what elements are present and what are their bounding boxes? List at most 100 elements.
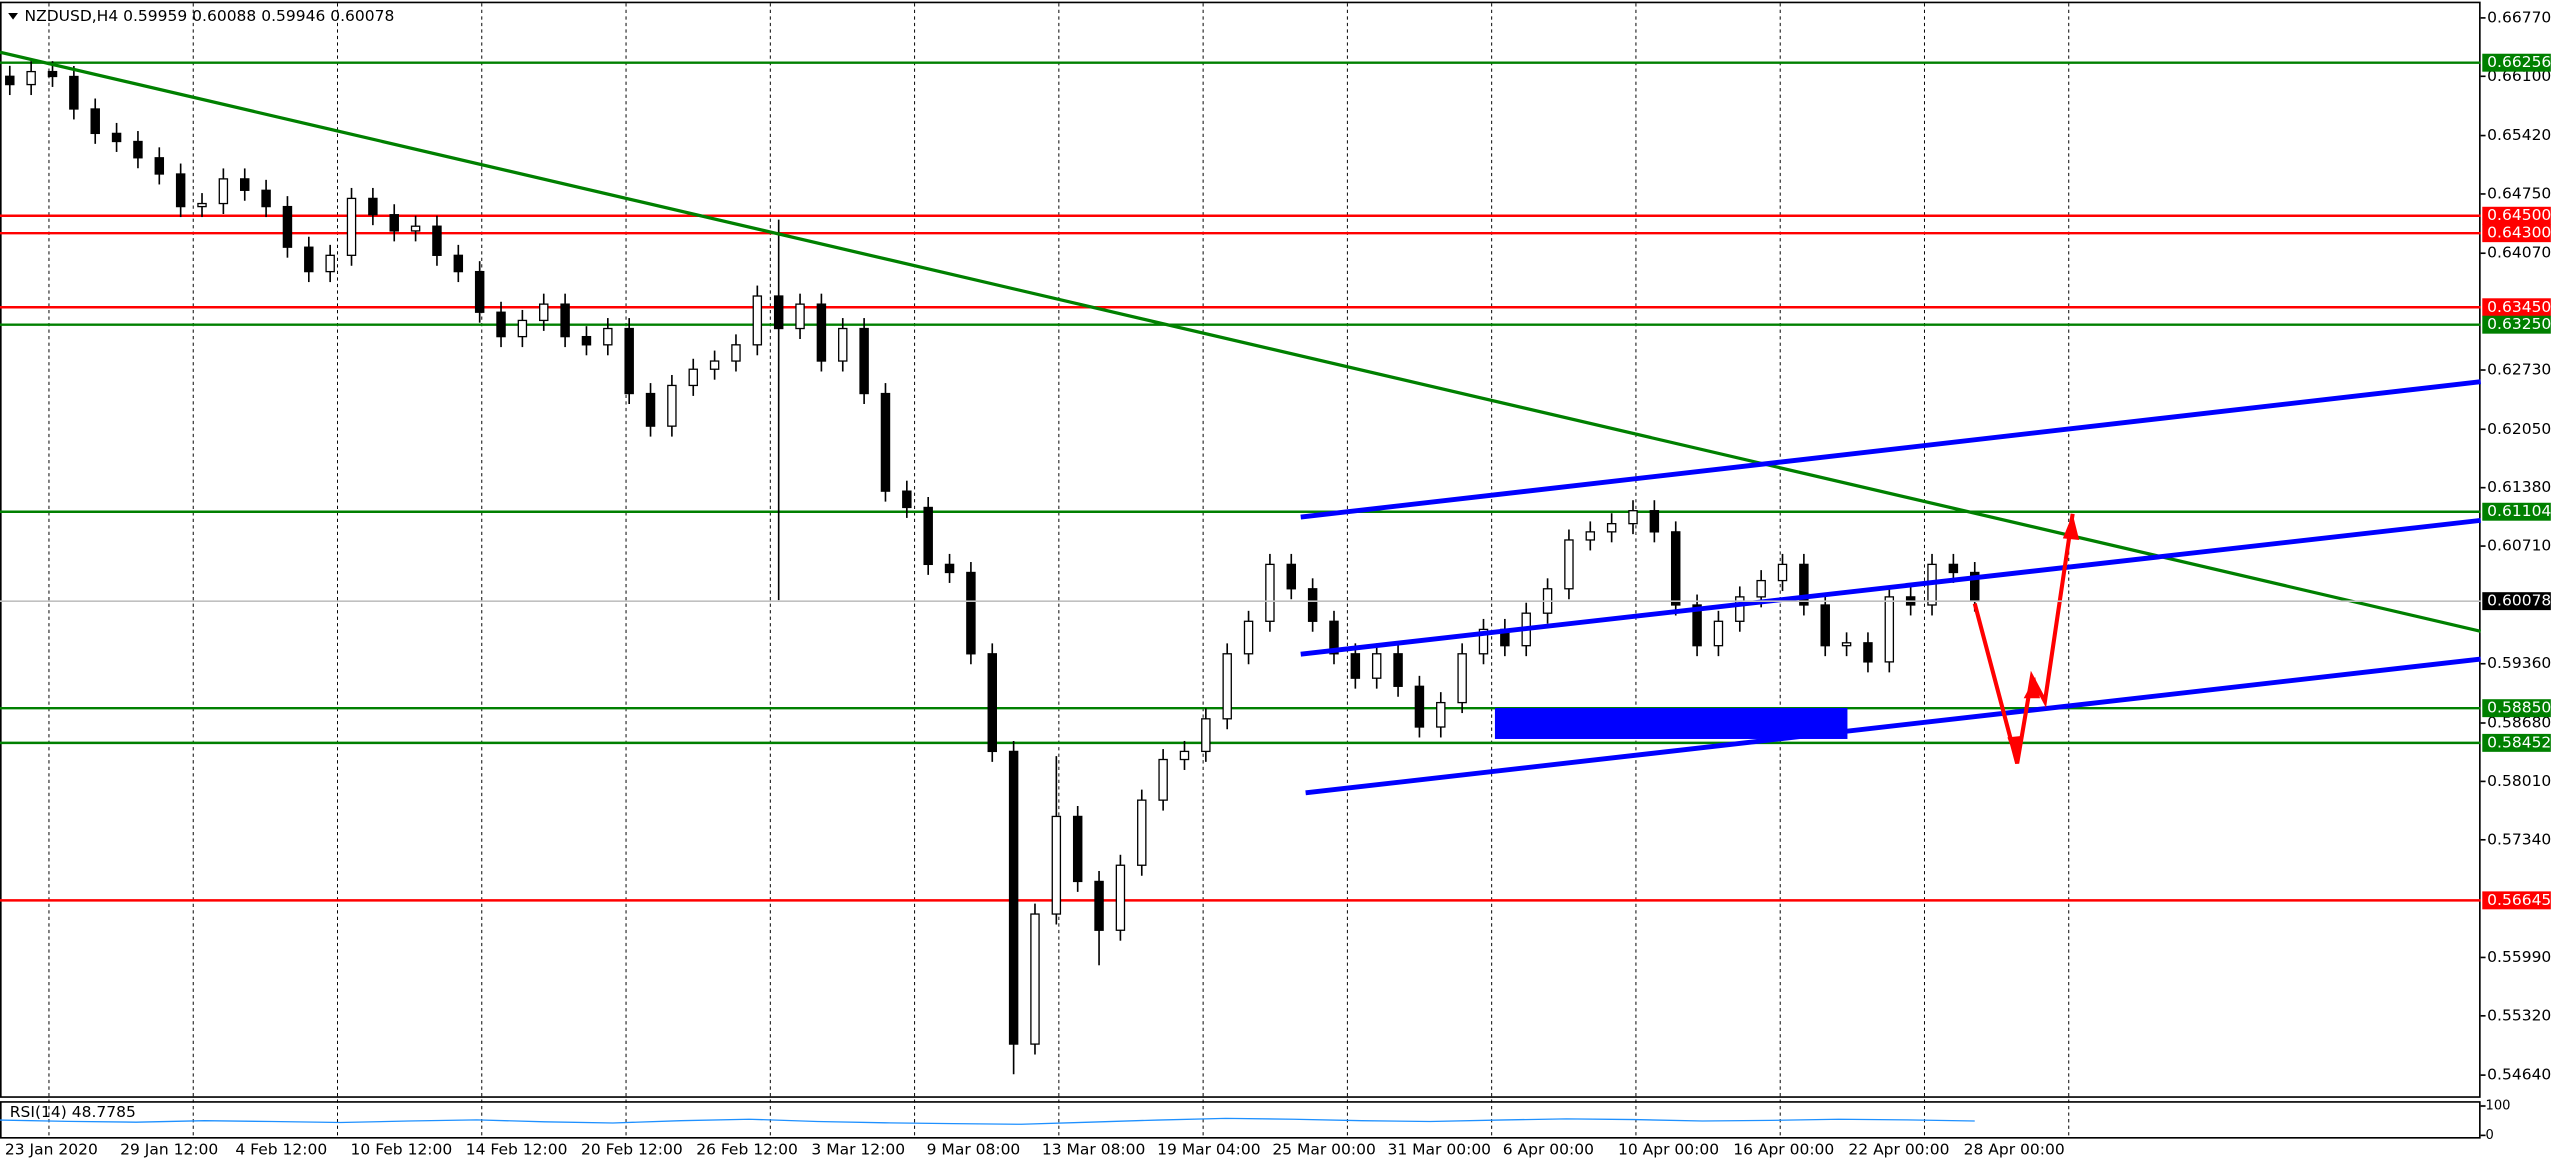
candle-body bbox=[966, 571, 976, 655]
level-label: 0.60078 bbox=[2487, 592, 2551, 610]
candle-body bbox=[795, 303, 805, 330]
candle-body bbox=[1863, 642, 1873, 663]
candle-body bbox=[838, 327, 848, 362]
candle-body bbox=[880, 392, 891, 492]
candle-body bbox=[154, 157, 165, 175]
candle-body bbox=[1777, 563, 1788, 582]
candle-body bbox=[453, 254, 464, 273]
candle-body bbox=[1222, 653, 1232, 720]
x-tick-label: 4 Feb 12:00 bbox=[235, 1141, 327, 1159]
candle-body bbox=[197, 202, 207, 208]
candle-body bbox=[944, 563, 955, 574]
x-tick-label: 9 Mar 08:00 bbox=[927, 1141, 1021, 1159]
candle-body bbox=[69, 75, 79, 110]
x-tick-label: 29 Jan 12:00 bbox=[120, 1141, 218, 1159]
candle-body bbox=[26, 70, 36, 86]
x-tick-label: 31 Mar 00:00 bbox=[1388, 1141, 1492, 1159]
candle-body bbox=[1201, 718, 1211, 753]
candle-body bbox=[752, 295, 763, 346]
candle-body bbox=[1756, 579, 1766, 598]
x-tick-label: 10 Feb 12:00 bbox=[351, 1141, 453, 1159]
y-tick-label: 0.61380 bbox=[2487, 478, 2551, 496]
candle-body bbox=[1478, 628, 1489, 655]
candle-body bbox=[816, 303, 827, 362]
candle-body bbox=[560, 303, 570, 338]
level-label-box bbox=[2482, 733, 2551, 752]
main-frame bbox=[0, 1, 2481, 1098]
x-tick-label: 10 Apr 00:00 bbox=[1618, 1141, 1719, 1159]
level-label: 0.66256 bbox=[2487, 53, 2551, 71]
forecast-arrow bbox=[1972, 513, 2075, 764]
candle-body bbox=[1692, 604, 1702, 647]
candle-body bbox=[517, 319, 528, 338]
candle-body bbox=[368, 197, 378, 216]
candle-body bbox=[282, 205, 293, 248]
candle-body bbox=[1585, 531, 1596, 541]
candle-body bbox=[581, 335, 592, 346]
candle-body bbox=[1350, 653, 1361, 679]
candle-body bbox=[261, 189, 271, 208]
level-label: 0.64500 bbox=[2487, 206, 2551, 224]
x-tick-label: 23 Jan 2020 bbox=[5, 1141, 98, 1159]
candle-body bbox=[1158, 758, 1168, 801]
x-tick-label: 14 Feb 12:00 bbox=[466, 1141, 568, 1159]
level-label-box bbox=[2482, 206, 2551, 225]
candle-body bbox=[474, 270, 485, 313]
candle-body bbox=[239, 178, 250, 191]
level-label-box bbox=[2482, 298, 2551, 317]
y-tick-label: 0.62050 bbox=[2487, 420, 2551, 438]
candle-body bbox=[133, 140, 143, 159]
candle-body bbox=[1948, 563, 1959, 574]
y-tick-label: 0.60710 bbox=[2487, 537, 2551, 555]
candle-body bbox=[1606, 523, 1617, 533]
candle-body bbox=[1371, 653, 1382, 679]
x-tick-label: 22 Apr 00:00 bbox=[1848, 1141, 1949, 1159]
rsi-tick-label: 0 bbox=[2486, 1128, 2494, 1143]
candle-body bbox=[1329, 620, 1339, 655]
candle-body bbox=[1030, 913, 1040, 1045]
candle-body bbox=[346, 197, 357, 256]
candle-body bbox=[1628, 510, 1638, 525]
channel-upper bbox=[1300, 379, 2481, 520]
level-label-box bbox=[2482, 502, 2551, 521]
y-tick-label: 0.57340 bbox=[2487, 830, 2551, 848]
x-tick-label: 25 Mar 00:00 bbox=[1272, 1141, 1376, 1159]
candle-body bbox=[859, 327, 869, 395]
level-label-box bbox=[2482, 891, 2551, 910]
candle-body bbox=[603, 327, 613, 346]
candle-body bbox=[1436, 701, 1446, 728]
candle-body bbox=[432, 225, 442, 256]
x-tick-label: 16 Apr 00:00 bbox=[1733, 1141, 1834, 1159]
y-tick-label: 0.54640 bbox=[2487, 1066, 2551, 1084]
candle-body bbox=[1457, 653, 1467, 704]
y-tick-label: 0.55320 bbox=[2487, 1006, 2551, 1024]
candle-body bbox=[496, 311, 506, 338]
y-tick-label: 0.58680 bbox=[2487, 713, 2551, 731]
level-label: 0.63450 bbox=[2487, 298, 2551, 316]
candle-body bbox=[1286, 563, 1297, 590]
candle-body bbox=[1094, 880, 1104, 931]
candle-body bbox=[1414, 685, 1425, 728]
x-tick-label: 3 Mar 12:00 bbox=[811, 1141, 905, 1159]
candle-body bbox=[1841, 642, 1852, 647]
candle-body bbox=[47, 70, 58, 78]
x-tick-label: 26 Feb 12:00 bbox=[696, 1141, 798, 1159]
candle-body bbox=[923, 506, 933, 566]
candle-body bbox=[539, 303, 549, 322]
candle-body bbox=[1008, 750, 1019, 1045]
level-label-box bbox=[2482, 592, 2551, 611]
level-label-box bbox=[2482, 224, 2551, 243]
candle-body bbox=[1799, 563, 1809, 606]
arrow-head bbox=[2062, 513, 2080, 540]
y-tick-label: 0.65420 bbox=[2487, 126, 2551, 144]
rsi-title: RSI(14) 48.7785 bbox=[10, 1103, 136, 1121]
candle-body bbox=[111, 132, 122, 143]
candle-body bbox=[1884, 596, 1895, 663]
rsi-tick-label: 100 bbox=[2486, 1099, 2511, 1114]
candle-body bbox=[410, 225, 421, 232]
candle-body bbox=[624, 327, 634, 395]
chart-title: NZDUSD,H4 0.59959 0.60088 0.59946 0.6007… bbox=[24, 7, 394, 25]
candle-body bbox=[1820, 604, 1830, 647]
